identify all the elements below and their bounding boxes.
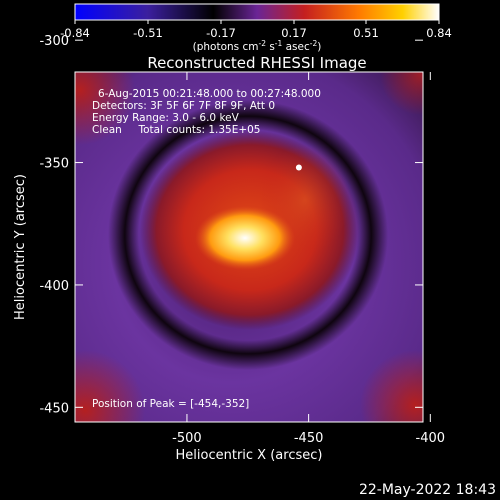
annotation-line: Detectors: 3F 5F 6F 7F 8F 9F, Att 0 — [92, 100, 275, 112]
x-tick-label: -450 — [294, 431, 324, 446]
x-axis-ticks: -500 -450 -400 — [172, 72, 445, 446]
annotation-line: Energy Range: 3.0 - 6.0 keV — [92, 112, 240, 124]
image-title: Reconstructed RHESSI Image — [147, 54, 366, 72]
colorbar-tick-label: 0.17 — [281, 26, 307, 40]
y-axis-ticks: -300 -350 -400 -450 — [39, 34, 423, 416]
colorbar — [74, 3, 440, 21]
colorbar-tick-label: -0.17 — [206, 26, 236, 40]
x-tick-label: -500 — [172, 431, 202, 446]
y-tick-label: -300 — [39, 34, 69, 49]
colorbar-tick-label: 0.51 — [353, 26, 379, 40]
y-tick-label: -400 — [39, 279, 69, 294]
peak-position-text: Position of Peak = [-454,-352] — [92, 398, 249, 410]
colorbar-tick-label: 0.84 — [426, 26, 452, 40]
y-tick-label: -350 — [39, 157, 69, 172]
x-tick-label: -400 — [416, 431, 446, 446]
annotation-line: Clean Total counts: 1.35E+05 — [92, 124, 261, 136]
image-annotations: 6-Aug-2015 00:21:48.000 to 00:27:48.000 … — [92, 88, 321, 410]
colorbar-tick-label: -0.84 — [60, 26, 90, 40]
footer-timestamp: 22-May-2022 18:43 — [359, 482, 496, 498]
x-axis-label: Heliocentric X (arcsec) — [176, 448, 323, 463]
colorbar-ticks — [74, 20, 440, 24]
peak-marker — [295, 164, 302, 171]
colorbar-units: (photons cm-2 s-1 asec-2) — [193, 39, 322, 53]
y-tick-label: -450 — [39, 401, 69, 416]
plot-frame — [74, 71, 424, 423]
colorbar-tick-label: -0.51 — [133, 26, 163, 40]
annotation-line: 6-Aug-2015 00:21:48.000 to 00:27:48.000 — [98, 88, 321, 100]
rhessi-image — [75, 72, 423, 422]
y-axis-label: Heliocentric Y (arcsec) — [13, 174, 28, 320]
